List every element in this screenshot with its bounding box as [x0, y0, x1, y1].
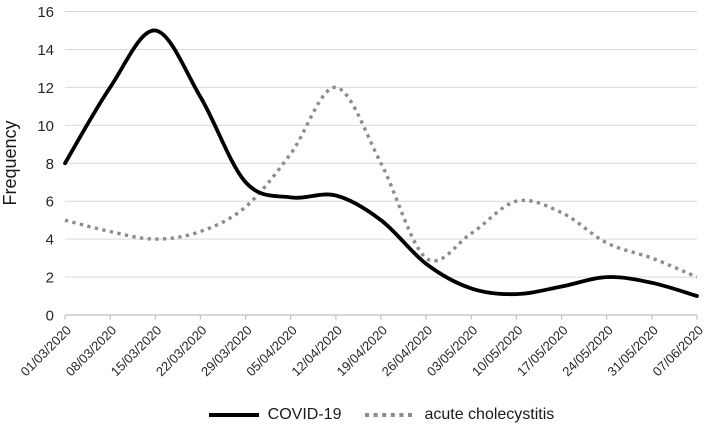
y-tick-label: 12 [37, 80, 54, 97]
cholecystitis-line [64, 85, 698, 279]
y-tick-label: 8 [46, 156, 54, 173]
y-tick-label: 14 [37, 42, 54, 59]
legend-label-covid: COVID-19 [267, 406, 342, 423]
legend: COVID-19 acute cholecystitis [0, 399, 709, 431]
x-axis-tick-labels: 01/03/202008/03/202015/03/202022/03/2020… [17, 323, 706, 380]
y-tick-label: 0 [46, 308, 54, 325]
cholecystitis-legend-line-icon [365, 413, 416, 417]
axes [64, 314, 698, 320]
covid-line [63, 28, 699, 298]
y-tick-label: 16 [37, 4, 54, 21]
legend-item-cholecystitis: acute cholecystitis [363, 406, 554, 424]
gridlines [65, 11, 697, 278]
y-tick-label: 2 [46, 270, 54, 287]
y-tick-label: 4 [46, 232, 54, 249]
legend-label-cholecystitis: acute cholecystitis [424, 406, 555, 423]
covid-legend-line-icon [208, 413, 259, 417]
y-axis-title: Frequency [0, 120, 20, 205]
y-tick-label: 10 [37, 118, 54, 135]
y-tick-label: 6 [46, 194, 54, 211]
legend-item-covid: COVID-19 [207, 406, 342, 424]
y-axis-tick-labels: 0 2 4 6 8 10 12 14 16 [37, 4, 54, 325]
